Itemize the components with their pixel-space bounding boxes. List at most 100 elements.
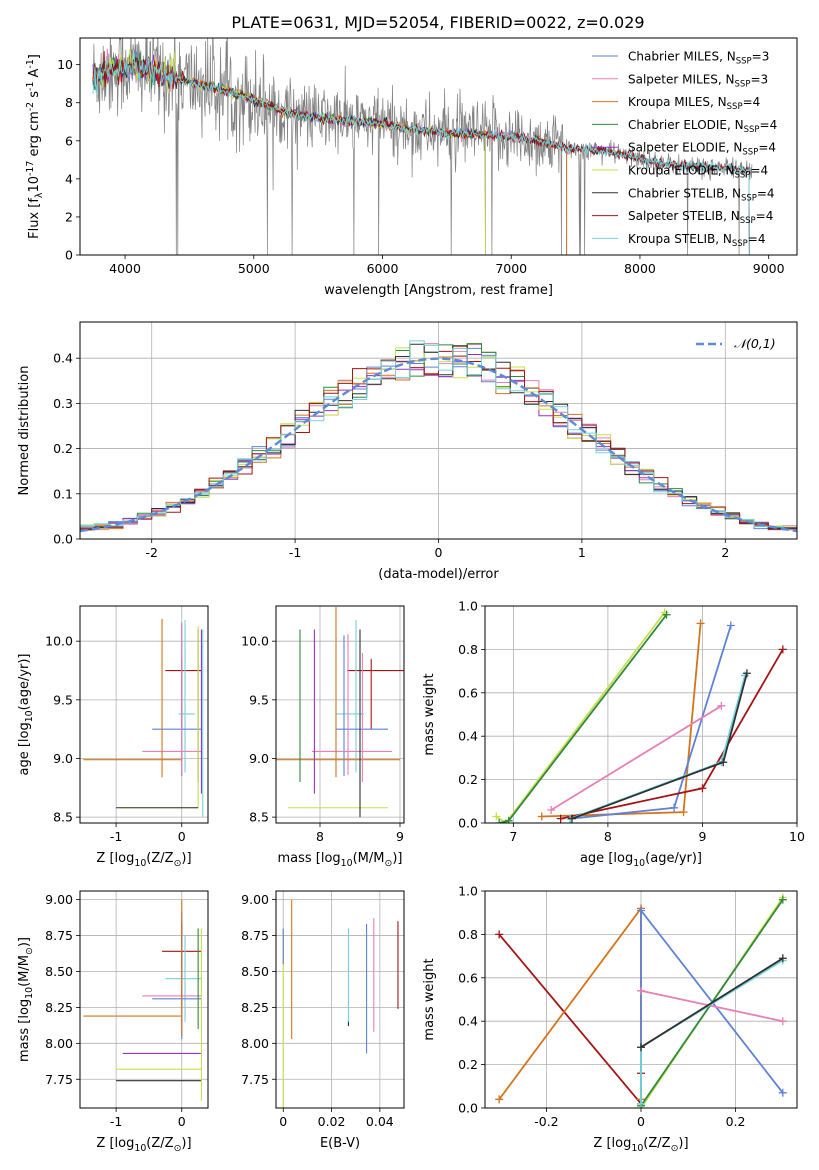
weight-point	[637, 906, 645, 915]
legend-label: Kroupa ELODIE, NSSP=4	[628, 164, 768, 181]
weight-line	[541, 623, 702, 818]
x-axis-label: wavelength [Angstrom, rest frame]	[324, 283, 553, 298]
grid	[276, 891, 404, 1108]
grid	[80, 606, 208, 823]
y-tick-label: 0.2	[458, 1057, 478, 1072]
model-spectrum-line	[92, 52, 486, 255]
axes-frame	[79, 605, 209, 824]
y-tick-label: 0.1	[53, 486, 73, 501]
y-tick-label: 9.5	[249, 692, 269, 707]
error-bar	[119, 625, 199, 809]
x-tick-label: 5000	[238, 261, 270, 276]
weight-point	[495, 819, 504, 823]
x-tick-label: 8	[316, 829, 324, 844]
x-tick-label: 7	[509, 829, 517, 844]
x-ticks: -2 -1 0 1 2	[145, 539, 729, 560]
x-axis-label: Z [log10​(Z/Z⊙​)]	[593, 1136, 688, 1154]
error-bar	[276, 607, 400, 778]
legend-label: Kroupa STELIB, NSSP=4	[628, 232, 766, 249]
y-tick-label: 4	[65, 171, 73, 186]
grid	[80, 891, 208, 1108]
y-tick-label: 8.50	[241, 964, 269, 979]
y-tick-label: 0.8	[458, 927, 478, 942]
y-tick-label: 8.75	[45, 928, 73, 943]
x-tick-label: 10	[789, 829, 805, 844]
x-tick-label: 0.2	[726, 1114, 746, 1129]
weight-point	[492, 812, 501, 821]
x-tick-label: 8000	[624, 261, 656, 276]
x-tick-label: 9000	[753, 261, 785, 276]
x-axis-label: Z [log10​(Z/Z⊙​)]	[96, 1136, 191, 1154]
axes-frame	[79, 321, 798, 540]
plot-area	[83, 899, 202, 1101]
x-tick-label: 0	[279, 1114, 287, 1129]
x-tick-label: -2	[145, 545, 157, 560]
x-axis-label: age [log10​(age/yr)]	[580, 851, 702, 869]
y-axis-label: Normed distribution	[17, 366, 32, 496]
weight-point	[556, 814, 565, 823]
y-tick-label: 8.5	[53, 810, 73, 825]
weight-point	[637, 1043, 645, 1052]
y-tick-label: 8.25	[45, 1000, 73, 1015]
legend-label: Kroupa MILES, NSSP=4	[628, 95, 760, 112]
weight-point	[778, 1017, 787, 1026]
plot-area	[83, 618, 204, 818]
plot-area	[276, 607, 404, 818]
y-tick-label: 8.25	[241, 1000, 269, 1015]
error-bar	[165, 935, 202, 1022]
y-ticks: 7.75 8.00 8.25 8.50 8.75 9.00	[241, 892, 276, 1087]
y-tick-label: 0.6	[458, 685, 478, 700]
weight-point	[662, 610, 671, 619]
weight-line	[498, 905, 642, 1100]
y-tick-label: 9.0	[249, 751, 269, 766]
x-tick-label: 9	[396, 829, 404, 844]
model-spectrum-line	[92, 53, 750, 255]
weight-point	[495, 1095, 504, 1104]
y-tick-label: 0	[65, 248, 73, 263]
x-tick-label: -0.2	[534, 1114, 558, 1129]
y-tick-label: 9.00	[241, 892, 269, 907]
y-ticks: 8.5 9.0 9.5 10.0	[45, 634, 80, 825]
y-ticks: 0 2 4 6 8 10	[57, 57, 80, 263]
x-tick-label: 0	[178, 1114, 186, 1129]
error-bar	[165, 658, 202, 730]
axes-frame	[275, 890, 405, 1109]
weight-line	[495, 611, 666, 823]
y-ticks: 0.0 0.1 0.2 0.3 0.4	[53, 351, 80, 547]
x-ticks: -1 0	[110, 1108, 186, 1129]
x-axis-label: E(B-V)	[320, 1136, 360, 1151]
x-tick-label: 4000	[109, 261, 141, 276]
chart-residuals: -2 -1 0 1 2 0.0 0.1 0.2 0.3 0.4 (data-model)/error…	[17, 321, 798, 582]
x-tick-label: 1	[578, 545, 586, 560]
y-tick-label: 0.3	[53, 396, 73, 411]
y-tick-label: 0.6	[458, 970, 478, 985]
weight-point	[698, 784, 707, 793]
y-tick-label: 10.0	[45, 634, 73, 649]
observed-spectrum	[92, 38, 753, 255]
legend-label: Salpeter ELODIE, NSSP=4	[628, 141, 776, 158]
x-ticks: 4000 5000 6000 7000 8000 9000	[109, 255, 785, 276]
residual-histogram	[80, 340, 797, 531]
chart-mass-vs-ebv: 0 0.02 0.04 7.75 8.00 8.25 8.50 8.75 9.00 E(B-V)	[241, 890, 405, 1151]
legend-label: 𝒩(0,1)	[734, 336, 776, 351]
y-tick-label: 9.5	[53, 692, 73, 707]
weight-point	[504, 816, 513, 823]
y-ticks: 7.75 8.00 8.25 8.50 8.75 9.00	[45, 892, 80, 1087]
x-tick-label: 8	[604, 829, 612, 844]
model-spectrum-line	[92, 56, 568, 255]
x-axis-label: mass [log10​(M/M⊙​)]	[277, 851, 402, 869]
y-tick-label: 0.2	[53, 441, 73, 456]
weight-point	[637, 986, 645, 995]
grid	[276, 606, 404, 823]
error-bar	[178, 620, 195, 773]
y-tick-label: 0.0	[458, 816, 478, 831]
y-tick-label: 9.0	[53, 751, 73, 766]
gaussian-curve	[80, 357, 797, 533]
weight-line	[640, 989, 783, 1023]
error-bar	[83, 618, 182, 778]
x-tick-label: 0	[435, 545, 443, 560]
y-tick-label: 8	[65, 95, 73, 110]
weight-point	[637, 1099, 645, 1108]
y-tick-label: 0.8	[458, 642, 478, 657]
